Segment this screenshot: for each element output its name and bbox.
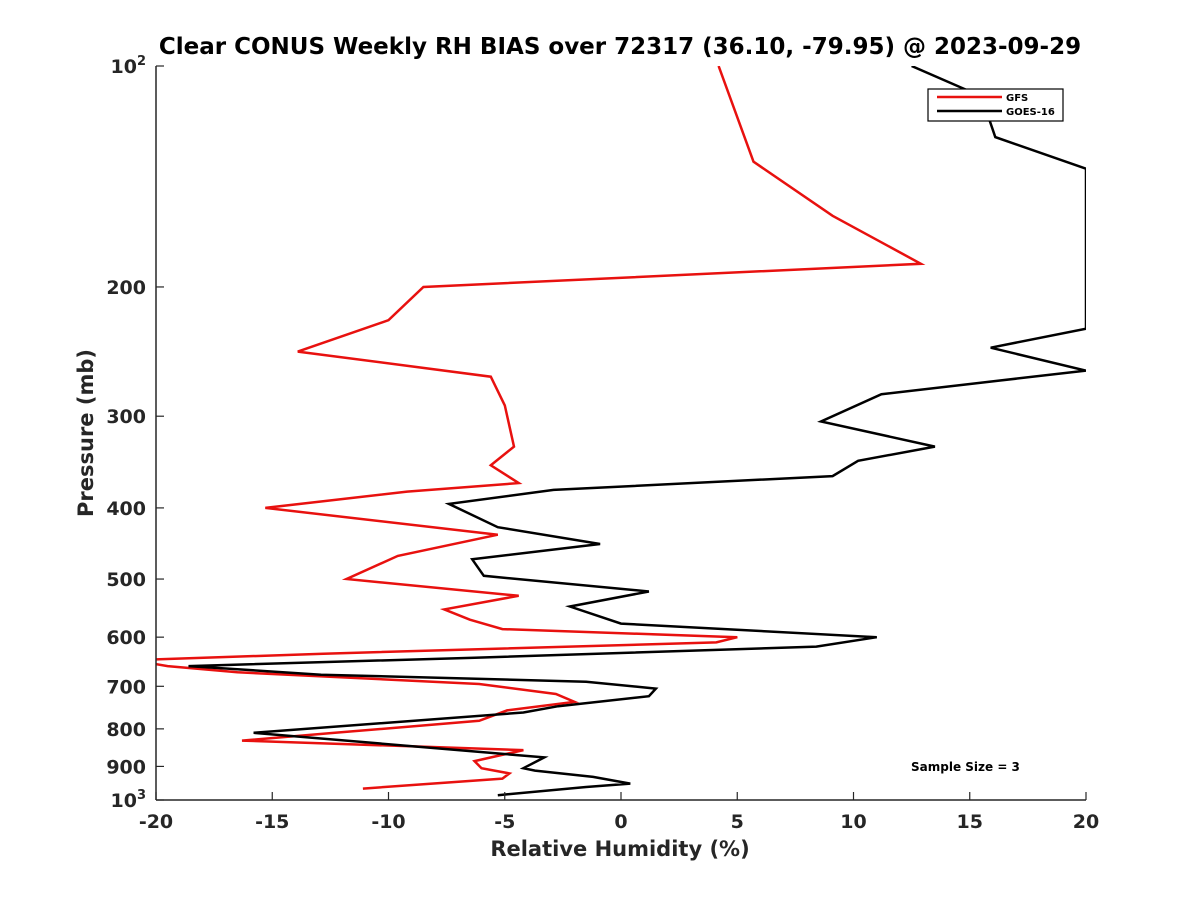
x-tick-label: -20 — [139, 811, 173, 833]
x-tick-label: -10 — [371, 811, 405, 833]
y-decade-tick-label: 102 — [111, 54, 147, 78]
legend-label-goes16: GOES-16 — [1006, 107, 1055, 118]
x-tick-label: -15 — [255, 811, 289, 833]
plot-area — [156, 66, 1086, 800]
x-tick-label: 20 — [1073, 811, 1099, 833]
x-tick-label: -5 — [494, 811, 515, 833]
y-tick-label: 300 — [106, 406, 146, 428]
y-tick-label: 400 — [106, 498, 146, 520]
x-tick-label: 0 — [614, 811, 627, 833]
y-tick-label: 700 — [106, 676, 146, 698]
y-tick-label: 900 — [106, 756, 146, 778]
legend-box — [927, 88, 1064, 122]
legend-label-gfs: GFS — [1006, 93, 1028, 104]
series-layer — [156, 66, 1086, 797]
y-axis-label: Pressure (mb) — [74, 349, 98, 517]
x-tick-label: 15 — [957, 811, 983, 833]
sample-size-annotation: Sample Size = 3 — [911, 760, 1020, 774]
y-decade-exponent: 3 — [137, 788, 146, 803]
y-decade-tick-label: 103 — [111, 788, 147, 812]
x-ticks: -20 -15 -10 -5 0 5 10 15 20 — [139, 792, 1099, 833]
x-tick-label: 5 — [731, 811, 744, 833]
y-decade-exponent: 2 — [137, 54, 146, 69]
y-tick-label: 500 — [106, 569, 146, 591]
x-tick-label: 10 — [840, 811, 866, 833]
y-decade-base: 10 — [111, 56, 137, 78]
y-decade-base: 10 — [111, 790, 137, 812]
legend: GFS GOES-16 — [927, 88, 1064, 122]
series-line-goes16 — [188, 66, 1086, 797]
chart-title: Clear CONUS Weekly RH BIAS over 72317 (3… — [159, 34, 1081, 60]
y-tick-label: 800 — [106, 719, 146, 741]
y-tick-label: 200 — [106, 277, 146, 299]
y-tick-label: 600 — [106, 627, 146, 649]
x-axis-label: Relative Humidity (%) — [490, 837, 749, 861]
